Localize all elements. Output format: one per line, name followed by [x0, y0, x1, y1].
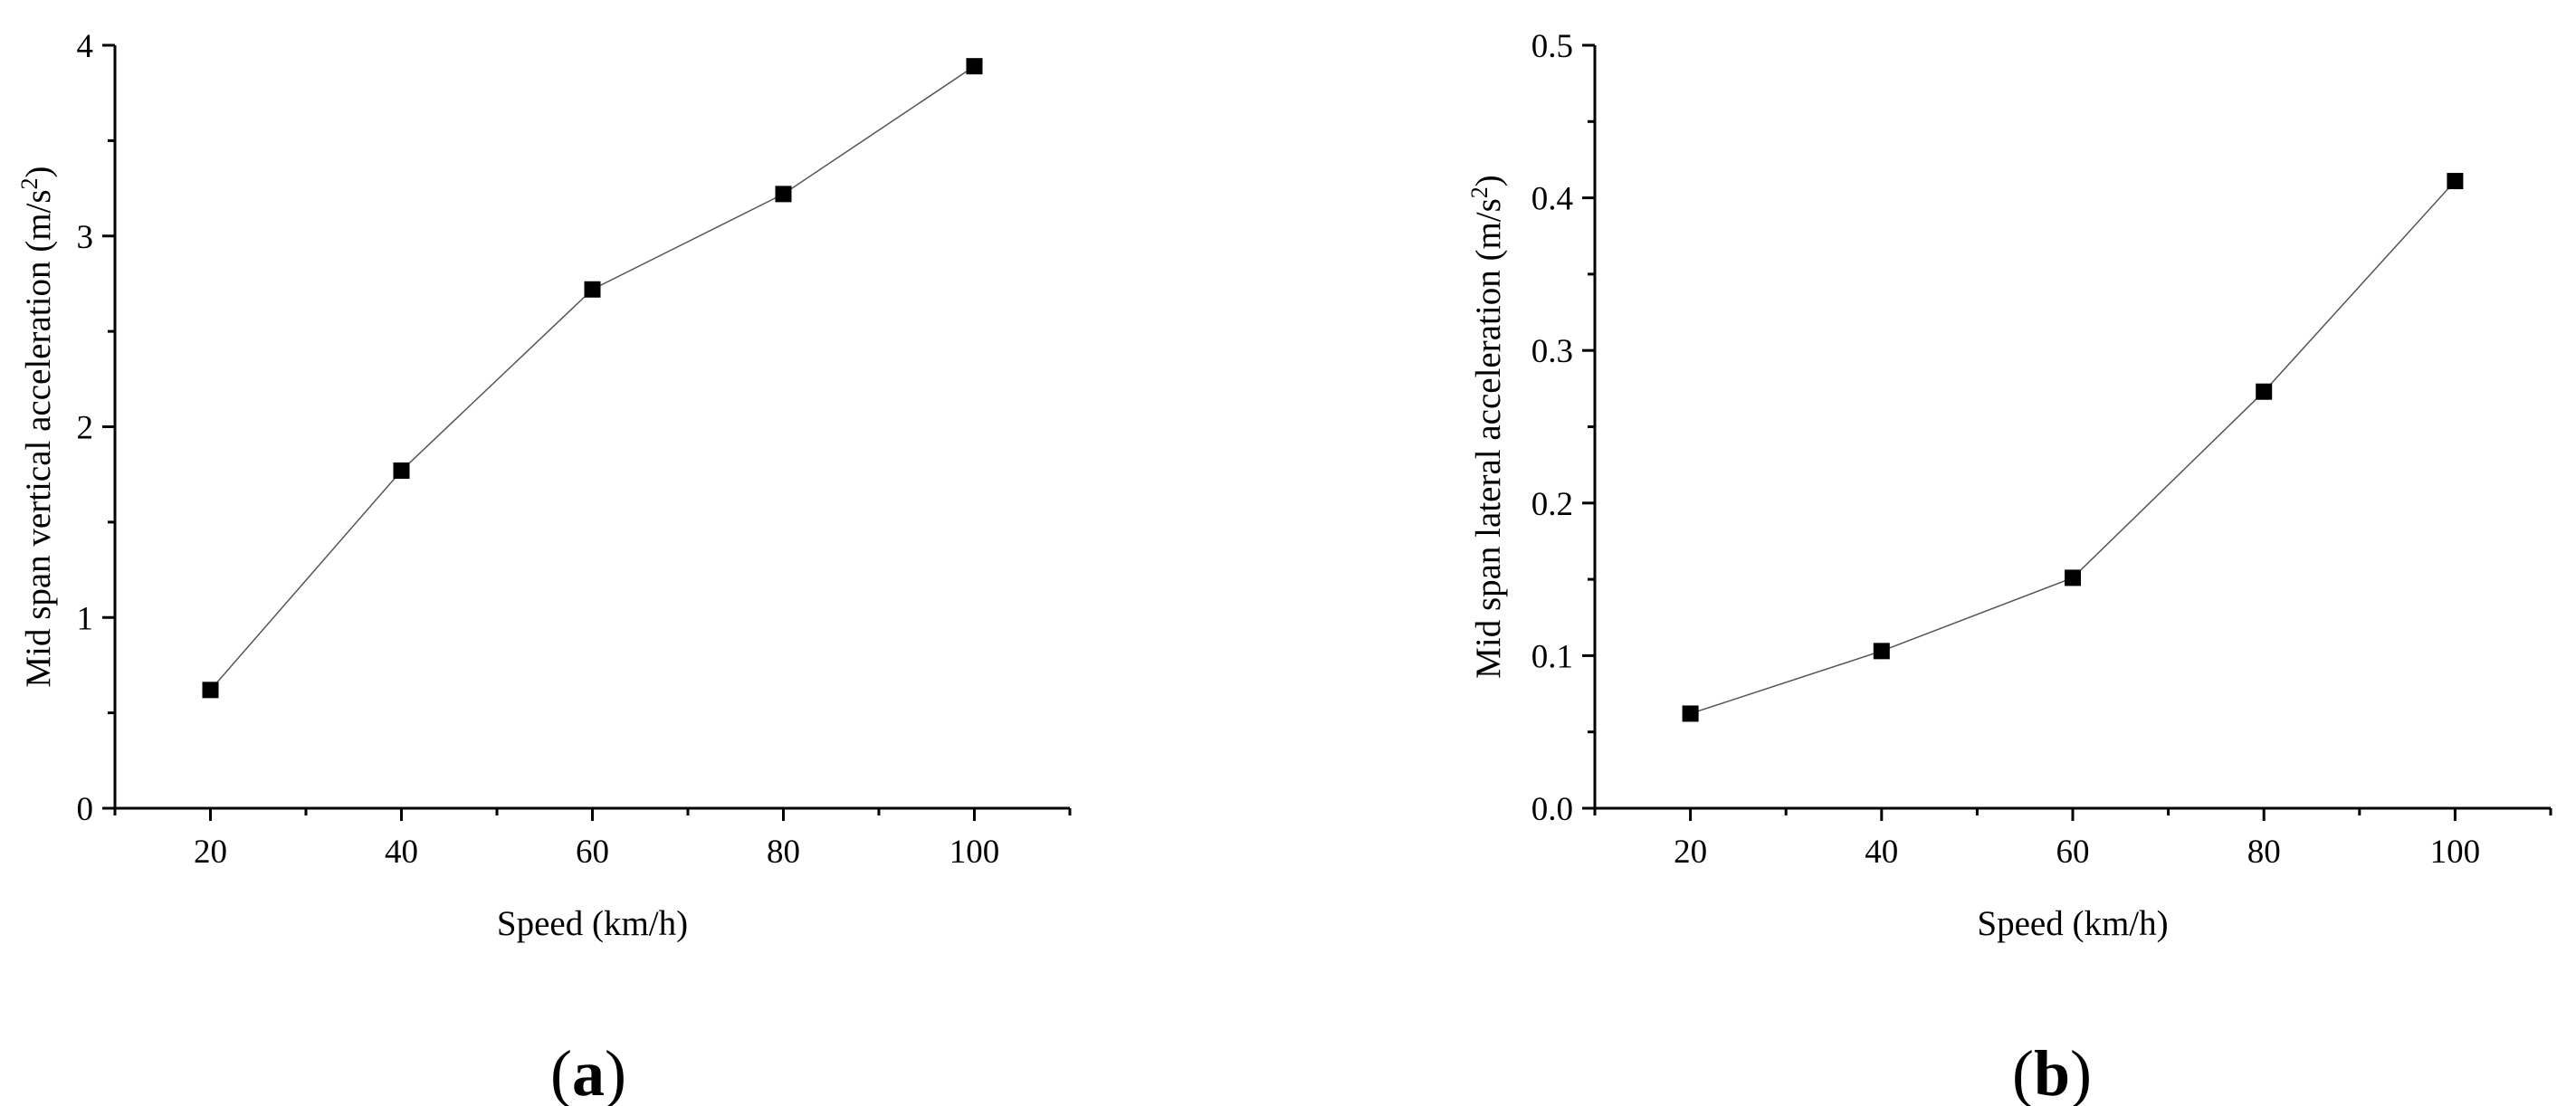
panel-label-close-paren: )	[2070, 1037, 2092, 1106]
y-tick-label: 0.1	[1531, 638, 1573, 675]
x-tick-label: 20	[1674, 834, 1707, 871]
y-tick-label: 0.0	[1531, 791, 1573, 828]
panel-label-open-paren: (	[2012, 1037, 2034, 1106]
y-axis-title-suffix: )	[1469, 175, 1508, 186]
series-line	[209, 65, 975, 691]
panel-label-letter: b	[2034, 1037, 2070, 1106]
panel-label-close-paren: )	[605, 1037, 626, 1106]
data-point	[2065, 569, 2081, 586]
x-tick-label: 80	[2247, 834, 2281, 871]
data-point	[2447, 173, 2464, 190]
y-tick-label: 0.5	[1531, 28, 1573, 65]
panel-a: 20 40 60 80 100 0 1 2 3 4 Speed (km/h) Mid span ver…	[16, 28, 1072, 1106]
x-tick-label: 40	[1865, 834, 1898, 871]
data-point	[1873, 643, 1890, 660]
panel-label-open-paren: (	[550, 1037, 572, 1106]
y-tick-label: 4	[77, 28, 94, 65]
y-axis-title-superscript: 2	[1466, 186, 1493, 198]
y-tick-label: 3	[77, 219, 94, 256]
x-axis-title: Speed (km/h)	[497, 904, 688, 943]
y-axis-title: Mid span vertical acceleration (m/s2)	[16, 166, 58, 687]
y-axis-title-superscript: 2	[16, 177, 43, 189]
data-point	[966, 58, 983, 75]
data-point	[393, 462, 410, 479]
y-axis-title-text: Mid span vertical acceleration (m/s	[19, 189, 58, 687]
x-tick-label: 80	[767, 834, 800, 871]
x-tick-label: 100	[2430, 834, 2481, 871]
data-point	[775, 186, 792, 203]
data-point	[584, 281, 601, 298]
y-tick-label: 0	[77, 791, 94, 828]
data-point	[1682, 705, 1699, 722]
y-axis-title: Mid span lateral acceleration (m/s2)	[1466, 175, 1508, 679]
y-tick-label: 1	[77, 600, 94, 637]
x-axis-title: Speed (km/h)	[1977, 904, 2168, 943]
x-tick-label: 60	[576, 834, 609, 871]
panel-label: (a)	[550, 1037, 626, 1106]
x-tick-label: 100	[949, 834, 1000, 871]
data-point	[202, 682, 219, 699]
y-axis-title-suffix: )	[19, 166, 58, 177]
panel-label-letter: a	[572, 1037, 605, 1106]
data-point	[2256, 383, 2273, 400]
y-tick-label: 0.2	[1531, 486, 1573, 523]
y-tick-label: 0.3	[1531, 333, 1573, 370]
x-tick-label: 40	[385, 834, 418, 871]
panel-label: (b)	[2012, 1037, 2092, 1106]
y-axis-title-text: Mid span lateral acceleration (m/s	[1469, 198, 1508, 679]
y-tick-label: 2	[77, 410, 94, 447]
x-tick-label: 60	[2056, 834, 2090, 871]
series-line	[1690, 180, 2456, 715]
y-tick-label: 0.4	[1531, 181, 1573, 218]
x-tick-label: 20	[194, 834, 227, 871]
panel-b: 20 40 60 80 100 0.0 0.1 0.2 0.3 0.4 0.5 Speed (km/h…	[1466, 28, 2552, 1106]
